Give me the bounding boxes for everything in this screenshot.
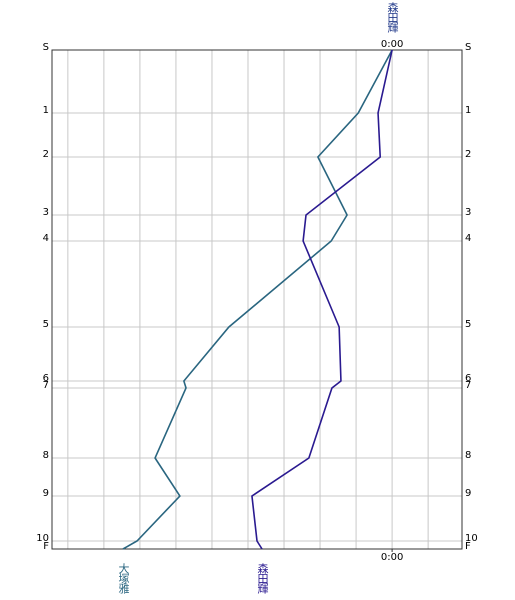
series-label: 森田輝 <box>256 562 269 595</box>
y-tick-label: S <box>465 42 471 53</box>
y-tick-label: 3 <box>465 207 471 218</box>
y-tick-label: 9 <box>465 488 471 499</box>
x-tick-label: 0:00 <box>381 39 403 50</box>
y-tick-label: 5 <box>465 319 471 330</box>
y-tick-label: 1 <box>43 105 49 116</box>
y-tick-label: 4 <box>465 233 471 244</box>
y-tick-label: 10 <box>36 533 49 544</box>
y-tick-label: 2 <box>43 149 49 160</box>
top-label: 森田輝 <box>386 1 399 34</box>
y-tick-label: 6 <box>43 373 49 384</box>
y-tick-label: 4 <box>43 233 49 244</box>
y-tick-label: 2 <box>465 149 471 160</box>
series-label: 大塚雅 <box>117 562 130 594</box>
y-tick-label: 7 <box>43 380 49 391</box>
y-tick-label: 3 <box>43 207 49 218</box>
y-tick-label: 7 <box>465 380 471 391</box>
y-tick-label: 8 <box>465 450 471 461</box>
series-line <box>251 49 393 550</box>
x-tick-label: 0:00 <box>381 552 403 563</box>
y-tick-label: 5 <box>43 319 49 330</box>
y-tick-label: 10 <box>465 533 478 544</box>
y-tick-label: F <box>465 541 471 552</box>
y-tick-label: 6 <box>465 373 471 384</box>
y-tick-label: 9 <box>43 488 49 499</box>
y-tick-label: 1 <box>465 105 471 116</box>
y-tick-label: S <box>43 42 49 53</box>
plot-frame <box>51 49 463 550</box>
y-tick-label: 8 <box>43 450 49 461</box>
series-line <box>122 49 393 550</box>
y-tick-label: F <box>43 541 49 552</box>
